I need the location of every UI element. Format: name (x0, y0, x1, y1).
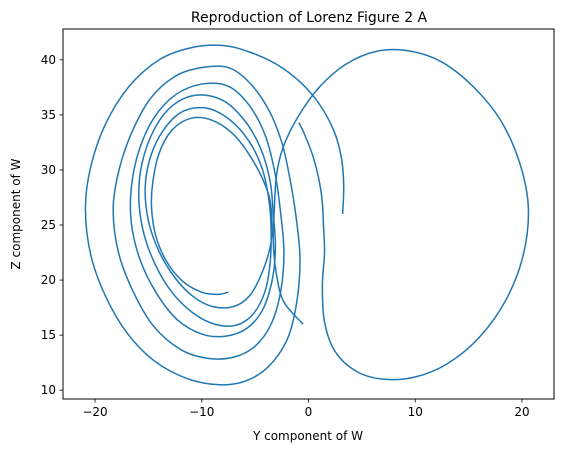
x-tick-label: 0 (305, 405, 313, 419)
y-tick-label: 25 (41, 218, 56, 232)
trajectory-line-2 (272, 48, 530, 381)
chart-title: Reproduction of Lorenz Figure 2 A (191, 10, 428, 26)
y-axis-label: Z component of W (9, 158, 23, 269)
trajectory-line-1 (84, 44, 345, 386)
x-tick-label: −10 (189, 405, 214, 419)
y-tick-label: 15 (41, 328, 56, 342)
plot-area-frame (62, 28, 555, 400)
y-tick-label: 20 (41, 273, 56, 287)
y-tick-label: 35 (41, 108, 56, 122)
ticks-layer: −20 −10 0 10 20 10 15 20 25 30 35 40 (41, 53, 530, 419)
x-axis-label: Y component of W (252, 429, 363, 443)
y-tick-label: 40 (41, 53, 56, 67)
x-tick-label: −20 (82, 405, 107, 419)
x-tick-label: 10 (408, 405, 423, 419)
y-tick-label: 30 (41, 163, 56, 177)
x-tick-label: 20 (514, 405, 529, 419)
y-tick-label: 10 (41, 383, 56, 397)
series-layer (84, 44, 530, 386)
